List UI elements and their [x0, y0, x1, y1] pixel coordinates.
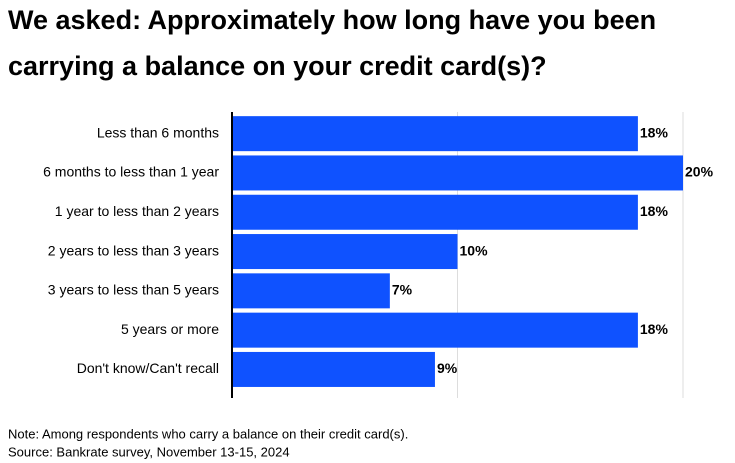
- data-label: 18%: [640, 124, 669, 140]
- bar: [232, 116, 638, 152]
- bar: [232, 234, 458, 270]
- bar: [232, 194, 638, 230]
- bar: [232, 351, 435, 387]
- y-tick-label: Don't know/Can't recall: [77, 360, 219, 376]
- y-tick-label: 2 years to less than 3 years: [48, 242, 219, 258]
- y-tick-label: 1 year to less than 2 years: [55, 203, 219, 219]
- data-label: 18%: [640, 203, 669, 219]
- y-tick-label: 3 years to less than 5 years: [48, 282, 219, 298]
- data-label: 18%: [640, 321, 669, 337]
- y-tick-label: 6 months to less than 1 year: [43, 164, 219, 180]
- data-label: 20%: [685, 164, 714, 180]
- data-label: 10%: [460, 242, 489, 258]
- source: Source: Bankrate survey, November 13-15,…: [8, 444, 290, 459]
- data-label: 7%: [392, 282, 413, 298]
- bar: [232, 312, 638, 348]
- bar: [232, 273, 390, 309]
- chart-title: We asked: Approximately how long have yo…: [8, 5, 656, 81]
- data-label: 9%: [437, 360, 458, 376]
- y-tick-label: 5 years or more: [121, 321, 219, 337]
- y-tick-label: Less than 6 months: [97, 124, 219, 140]
- bar: [232, 155, 683, 191]
- note: Note: Among respondents who carry a bala…: [8, 426, 408, 441]
